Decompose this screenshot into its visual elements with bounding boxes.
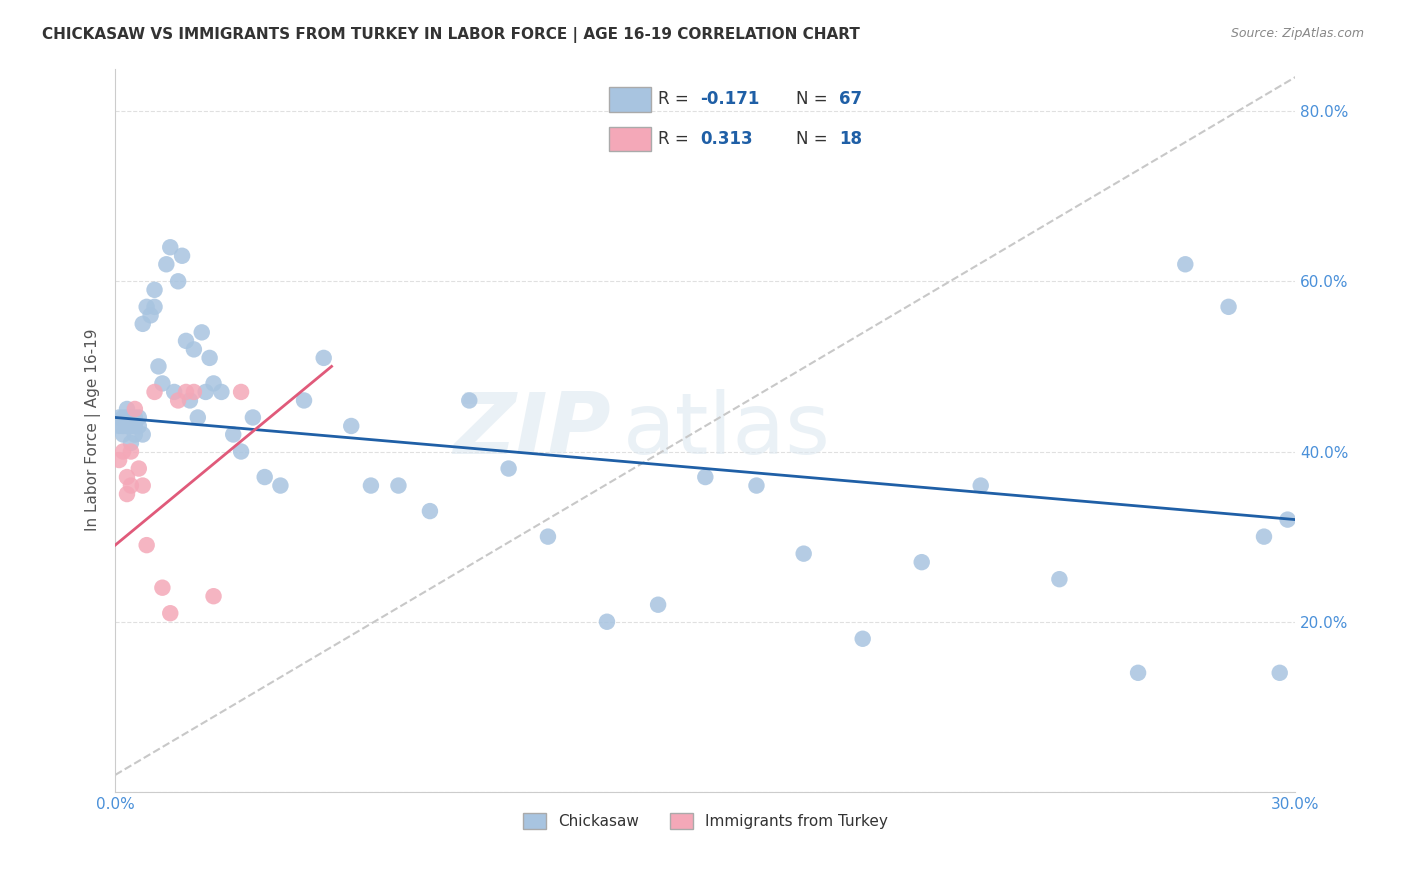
Point xyxy=(120,410,142,425)
Point xyxy=(1126,665,1149,680)
Point xyxy=(1277,513,1299,527)
Point xyxy=(1047,572,1070,586)
Point xyxy=(179,393,201,408)
Point xyxy=(1268,665,1291,680)
Point xyxy=(155,257,177,271)
Point xyxy=(360,478,382,492)
Point xyxy=(695,470,717,484)
Point xyxy=(222,427,245,442)
Point xyxy=(242,410,264,425)
Point xyxy=(167,393,190,408)
Point xyxy=(419,504,441,518)
Point xyxy=(970,478,993,492)
Point xyxy=(163,384,186,399)
Point xyxy=(143,384,166,399)
Point xyxy=(793,547,815,561)
Point xyxy=(911,555,934,569)
Point xyxy=(159,606,181,620)
Point xyxy=(115,470,138,484)
Point xyxy=(174,334,197,348)
Point xyxy=(229,384,252,399)
Point xyxy=(1218,300,1240,314)
Point xyxy=(112,410,135,425)
Point xyxy=(190,326,212,340)
Point xyxy=(596,615,619,629)
Point xyxy=(852,632,875,646)
Point xyxy=(152,376,174,391)
Point xyxy=(340,419,363,434)
Legend: Chickasaw, Immigrants from Turkey: Chickasaw, Immigrants from Turkey xyxy=(517,806,894,835)
Point xyxy=(135,300,157,314)
Point xyxy=(187,410,209,425)
Point xyxy=(152,581,174,595)
Point xyxy=(498,461,520,475)
Point xyxy=(132,427,155,442)
Point xyxy=(115,401,138,416)
Point xyxy=(124,401,146,416)
Point xyxy=(183,384,205,399)
Point xyxy=(120,419,142,434)
Point xyxy=(745,478,768,492)
Point xyxy=(108,410,131,425)
Point xyxy=(174,384,197,399)
Text: ZIP: ZIP xyxy=(453,389,610,472)
Point xyxy=(132,317,155,331)
Point xyxy=(112,427,135,442)
Point xyxy=(115,410,138,425)
Point xyxy=(108,453,131,467)
Point xyxy=(108,419,131,434)
Point xyxy=(229,444,252,458)
Point xyxy=(458,393,481,408)
Y-axis label: In Labor Force | Age 16-19: In Labor Force | Age 16-19 xyxy=(86,329,101,532)
Point xyxy=(148,359,170,374)
Point xyxy=(209,384,232,399)
Point xyxy=(139,309,162,323)
Point xyxy=(143,283,166,297)
Point xyxy=(167,274,190,288)
Point xyxy=(387,478,409,492)
Point xyxy=(1174,257,1197,271)
Point xyxy=(202,376,225,391)
Point xyxy=(135,538,157,552)
Point xyxy=(115,419,138,434)
Point xyxy=(202,589,225,603)
Point xyxy=(198,351,221,365)
Point xyxy=(269,478,291,492)
Point xyxy=(1253,530,1275,544)
Point xyxy=(132,478,155,492)
Point xyxy=(170,249,193,263)
Point xyxy=(120,444,142,458)
Point xyxy=(124,427,146,442)
Point xyxy=(128,461,150,475)
Point xyxy=(124,419,146,434)
Point xyxy=(128,419,150,434)
Point xyxy=(194,384,217,399)
Point xyxy=(647,598,669,612)
Point xyxy=(124,410,146,425)
Point xyxy=(120,436,142,450)
Point xyxy=(312,351,335,365)
Point xyxy=(537,530,560,544)
Point xyxy=(112,444,135,458)
Point xyxy=(128,410,150,425)
Point xyxy=(253,470,276,484)
Point xyxy=(159,240,181,254)
Point xyxy=(112,419,135,434)
Point xyxy=(115,487,138,501)
Text: CHICKASAW VS IMMIGRANTS FROM TURKEY IN LABOR FORCE | AGE 16-19 CORRELATION CHART: CHICKASAW VS IMMIGRANTS FROM TURKEY IN L… xyxy=(42,27,860,43)
Point xyxy=(143,300,166,314)
Point xyxy=(120,478,142,492)
Text: atlas: atlas xyxy=(623,389,831,472)
Point xyxy=(183,343,205,357)
Point xyxy=(292,393,315,408)
Text: Source: ZipAtlas.com: Source: ZipAtlas.com xyxy=(1230,27,1364,40)
